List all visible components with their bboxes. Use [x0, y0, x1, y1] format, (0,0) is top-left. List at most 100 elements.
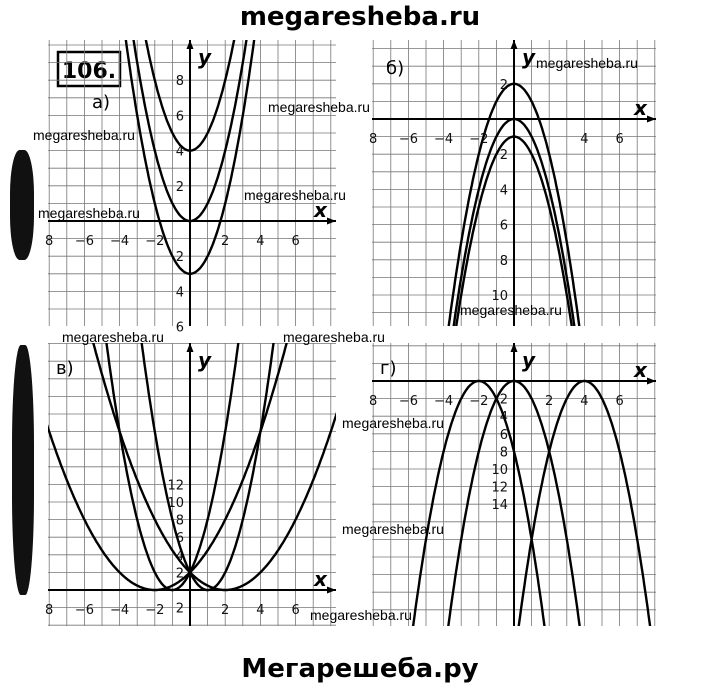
scan-smudge [12, 345, 34, 595]
y-tick-label: 14 [491, 498, 508, 513]
x-tick-label: 2 [221, 603, 229, 618]
parabola-curve [140, 343, 275, 592]
panel-label: г) [380, 358, 396, 379]
graph-panel-b: x y б) 8 −6 −4 −2 4 6 2 2 4 6 8 10 [369, 40, 656, 326]
graph-panel-a: x y а) 8 −6 −4 −2 2 4 6 8 6 4 2 2 4 6 [45, 40, 336, 336]
x-tick-label: −2 [469, 132, 488, 147]
y-tick-label: 2 [176, 566, 184, 581]
watermark: megaresheba.ru [268, 99, 370, 115]
x-tick-label: 2 [221, 234, 229, 249]
y-tick-label: 4 [500, 183, 508, 198]
x-tick-label: −2 [145, 603, 164, 618]
parabola-curve [92, 343, 336, 592]
watermark: megaresheba.ru [33, 127, 135, 143]
x-tick-label: −6 [399, 394, 418, 409]
watermark: megaresheba.ru [460, 302, 562, 318]
x-axis-label: x [633, 358, 648, 382]
x-tick-label: −6 [75, 603, 94, 618]
graph-panel-v: x y в) 8 −6 −4 −2 2 4 6 12 10 8 6 4 2 2 [45, 343, 336, 626]
x-axis-arrow [647, 115, 656, 123]
y-tick-label: 4 [176, 549, 184, 564]
parabola-curve [105, 343, 240, 592]
y-tick-label: 6 [176, 321, 184, 336]
x-tick-label: −4 [434, 394, 453, 409]
curves [447, 82, 581, 326]
y-tick-label: 10 [491, 289, 508, 304]
parabola-curve [455, 135, 573, 326]
watermark: megaresheba.ru [536, 55, 638, 71]
x-tick-label: −4 [110, 234, 129, 249]
grid [372, 40, 656, 326]
y-axis-label: y [522, 45, 536, 69]
x-tick-label: 8 [369, 394, 377, 409]
parabola-curve [144, 40, 236, 152]
parabola-curve [48, 343, 288, 592]
x-axis-label: x [313, 198, 328, 222]
y-tick-label: 6 [176, 531, 184, 546]
x-tick-label: −4 [434, 132, 453, 147]
grid [372, 343, 656, 626]
y-tick-label: 8 [500, 254, 508, 269]
y-tick-label: 12 [491, 481, 508, 496]
x-tick-label: 6 [615, 132, 623, 147]
parabola-curve [447, 82, 581, 326]
x-tick-label: 4 [256, 234, 264, 249]
x-tick-label: 4 [256, 603, 264, 618]
y-tick-label: 2 [500, 78, 508, 93]
y-tick-label: 8 [176, 514, 184, 529]
parabola-curve [452, 117, 576, 326]
watermark: megaresheba.ru [310, 607, 412, 623]
watermark: megaresheba.ru [342, 521, 444, 537]
y-tick-label: 2 [176, 180, 184, 195]
y-axis-arrow [186, 40, 194, 49]
x-tick-label: 6 [291, 603, 299, 618]
y-tick-label: 6 [176, 109, 184, 124]
y-tick-label: 2 [176, 602, 184, 617]
y-axis-arrow [510, 40, 518, 49]
y-tick-label: 10 [167, 496, 184, 511]
parabola-curve [517, 379, 652, 626]
y-tick-label: 12 [167, 478, 184, 493]
y-tick-label: 2 [176, 250, 184, 265]
x-tick-label: −2 [145, 234, 164, 249]
y-tick-label: 6 [500, 219, 508, 234]
x-axis-label: x [633, 96, 648, 120]
x-tick-label: 6 [615, 394, 623, 409]
site-header: megaresheba.ru [239, 2, 481, 32]
x-axis-arrow [647, 377, 656, 385]
y-axis-label: y [522, 348, 536, 372]
parabola-curve [124, 40, 256, 275]
y-tick-label: 8 [176, 74, 184, 89]
curves [411, 379, 652, 626]
x-tick-label: 4 [580, 394, 588, 409]
watermark: megaresheba.ru [283, 329, 385, 345]
x-tick-label: 8 [45, 234, 53, 249]
y-axis-arrow [186, 343, 194, 352]
y-axis-label: y [198, 348, 212, 372]
y-axis-label: y [198, 45, 212, 69]
parabola-curve [447, 379, 581, 626]
grid [48, 343, 336, 626]
y-tick-label: 6 [500, 428, 508, 443]
x-tick-label: −6 [75, 234, 94, 249]
watermark: megaresheba.ru [342, 415, 444, 431]
x-tick-label: 6 [291, 234, 299, 249]
x-tick-label: −6 [399, 132, 418, 147]
panel-label: в) [56, 358, 74, 379]
y-tick-label: 8 [500, 445, 508, 460]
x-tick-label: 2 [545, 394, 553, 409]
x-tick-label: 4 [580, 132, 588, 147]
watermark: megaresheba.ru [244, 187, 346, 203]
x-axis-arrow [327, 217, 336, 225]
curves [48, 343, 336, 592]
x-axis-label: x [313, 567, 328, 591]
y-tick-label: 4 [176, 145, 184, 160]
y-tick-label: 2 [500, 393, 508, 408]
grid [48, 40, 336, 326]
x-tick-label: 8 [369, 132, 377, 147]
watermark: megaresheba.ru [38, 205, 140, 221]
site-footer: Мегарешеба.ру [241, 654, 479, 684]
curves [124, 40, 256, 275]
